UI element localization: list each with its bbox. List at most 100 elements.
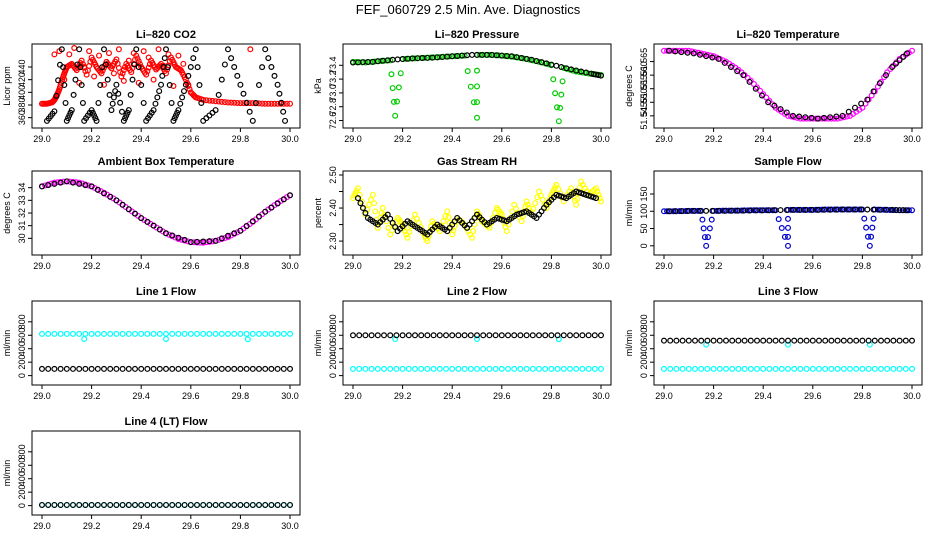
data-point xyxy=(163,501,170,508)
data-point xyxy=(60,64,67,71)
y-tick-label: 150 xyxy=(639,186,649,201)
data-point xyxy=(877,337,884,344)
x-tick-label: 29.0 xyxy=(33,391,51,401)
data-point xyxy=(716,337,723,344)
data-point xyxy=(591,332,598,339)
data-point xyxy=(388,71,395,78)
data-point xyxy=(797,365,804,372)
data-point xyxy=(98,70,105,77)
y-tick-label: 400 xyxy=(17,471,27,486)
data-point xyxy=(215,236,222,243)
x-tick-label: 29.8 xyxy=(232,134,250,144)
data-point xyxy=(209,238,216,245)
data-point xyxy=(703,207,710,214)
chart-panel-line3: Line 3 Flow 29.0 29.2 29.4 29.6 29.8 30.0 0 2004… xyxy=(624,286,923,401)
data-point xyxy=(703,53,710,60)
chart-panel-rh: Gas Stream RH 29.0 29.2 29.4 29.6 29.8 30.0 2.3… xyxy=(313,156,612,271)
data-point xyxy=(734,207,741,214)
series-1 xyxy=(665,206,911,215)
x-tick-label: 29.6 xyxy=(804,134,822,144)
y-tick-label: 400 xyxy=(17,341,27,356)
data-point xyxy=(200,365,207,372)
data-point xyxy=(664,208,671,215)
data-point xyxy=(107,193,114,200)
data-point xyxy=(729,337,736,344)
page-title: FEF_060729 2.5 Min. Ave. Diagnostics xyxy=(355,2,581,17)
data-point xyxy=(827,206,834,213)
data-point xyxy=(247,46,254,53)
data-point xyxy=(673,365,680,372)
data-point xyxy=(705,234,712,241)
chart-panel-pressure: Li–820 Pressure 29.0 29.2 29.4 29.6 29.8 30.0 7… xyxy=(313,29,612,144)
y-tick-label: 32 xyxy=(17,208,27,218)
data-point xyxy=(889,206,896,213)
data-point xyxy=(892,206,899,213)
x-tick-label: 29.2 xyxy=(705,134,723,144)
data-point xyxy=(442,213,449,220)
data-point xyxy=(259,100,266,107)
data-point xyxy=(467,332,474,339)
data-point xyxy=(384,211,391,218)
data-point xyxy=(691,365,698,372)
x-tick-label: 29.0 xyxy=(344,391,362,401)
data-point xyxy=(108,107,115,114)
data-point xyxy=(685,365,692,372)
y-tick-label: 600 xyxy=(17,458,27,473)
data-point xyxy=(889,63,896,70)
x-tick-label: 30.0 xyxy=(903,134,921,144)
data-point xyxy=(268,100,275,107)
data-point xyxy=(73,179,80,186)
data-point xyxy=(474,67,481,74)
data-point xyxy=(231,330,238,337)
x-tick-label: 30.0 xyxy=(281,521,299,531)
data-point xyxy=(45,182,52,189)
data-point xyxy=(699,216,706,223)
series-1 xyxy=(354,188,600,238)
data-point xyxy=(69,330,76,337)
data-point xyxy=(166,82,173,89)
data-point xyxy=(709,54,716,61)
data-point xyxy=(268,365,275,372)
data-point xyxy=(684,49,691,56)
data-point xyxy=(393,365,400,372)
data-point xyxy=(125,330,132,337)
y-tick-label: 400 xyxy=(639,341,649,356)
data-point xyxy=(505,332,512,339)
x-tick-label: 30.0 xyxy=(281,134,299,144)
data-point xyxy=(119,365,126,372)
data-point xyxy=(418,365,425,372)
data-point xyxy=(156,365,163,372)
data-point xyxy=(218,501,225,508)
data-point xyxy=(252,99,259,106)
chart-title: Li–820 Pressure xyxy=(435,29,519,41)
data-point xyxy=(698,365,705,372)
data-point xyxy=(696,207,703,214)
data-point xyxy=(784,337,791,344)
data-point xyxy=(802,206,809,213)
data-point xyxy=(486,51,493,58)
data-point xyxy=(876,206,883,213)
data-point xyxy=(672,48,679,55)
data-point xyxy=(673,337,680,344)
data-point xyxy=(523,198,530,205)
data-point xyxy=(78,82,85,89)
data-point xyxy=(721,59,728,66)
data-point xyxy=(851,104,858,111)
data-point xyxy=(42,182,49,189)
data-point xyxy=(265,55,272,62)
plot-frame xyxy=(342,170,612,256)
data-point xyxy=(684,208,691,215)
data-point xyxy=(771,207,778,214)
data-point xyxy=(461,52,468,59)
data-point xyxy=(51,180,58,187)
data-point xyxy=(175,52,182,59)
data-point xyxy=(579,332,586,339)
data-point xyxy=(155,46,162,53)
x-tick-label: 29.4 xyxy=(132,134,150,144)
data-point xyxy=(690,207,697,214)
data-point xyxy=(679,365,686,372)
data-point xyxy=(280,330,287,337)
data-point xyxy=(88,501,95,508)
data-point xyxy=(133,46,140,53)
data-point xyxy=(274,81,281,88)
